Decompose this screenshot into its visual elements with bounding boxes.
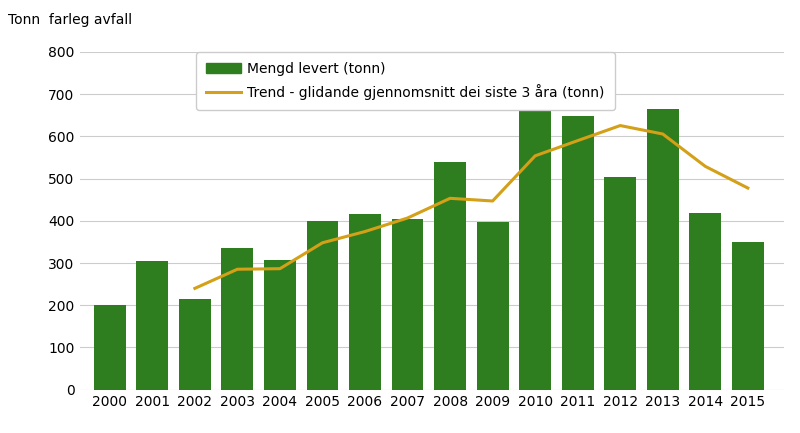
Bar (732, 242, 764, 390)
Bar (136, 262, 168, 390)
Bar (179, 298, 211, 390)
Bar (434, 162, 466, 390)
Text: Tonn  farleg avfall: Tonn farleg avfall (8, 13, 132, 27)
Bar (391, 219, 423, 390)
Bar (349, 214, 381, 390)
Bar (519, 84, 551, 390)
Bar (264, 260, 296, 390)
Bar (647, 109, 678, 390)
Bar (94, 305, 126, 390)
Bar (222, 248, 254, 390)
Bar (477, 222, 509, 390)
Legend: Mengd levert (tonn), Trend - glidande gjennomsnitt dei siste 3 åra (tonn): Mengd levert (tonn), Trend - glidande gj… (196, 52, 614, 110)
Bar (562, 116, 594, 390)
Bar (690, 213, 722, 390)
Bar (306, 221, 338, 390)
Bar (604, 177, 636, 390)
